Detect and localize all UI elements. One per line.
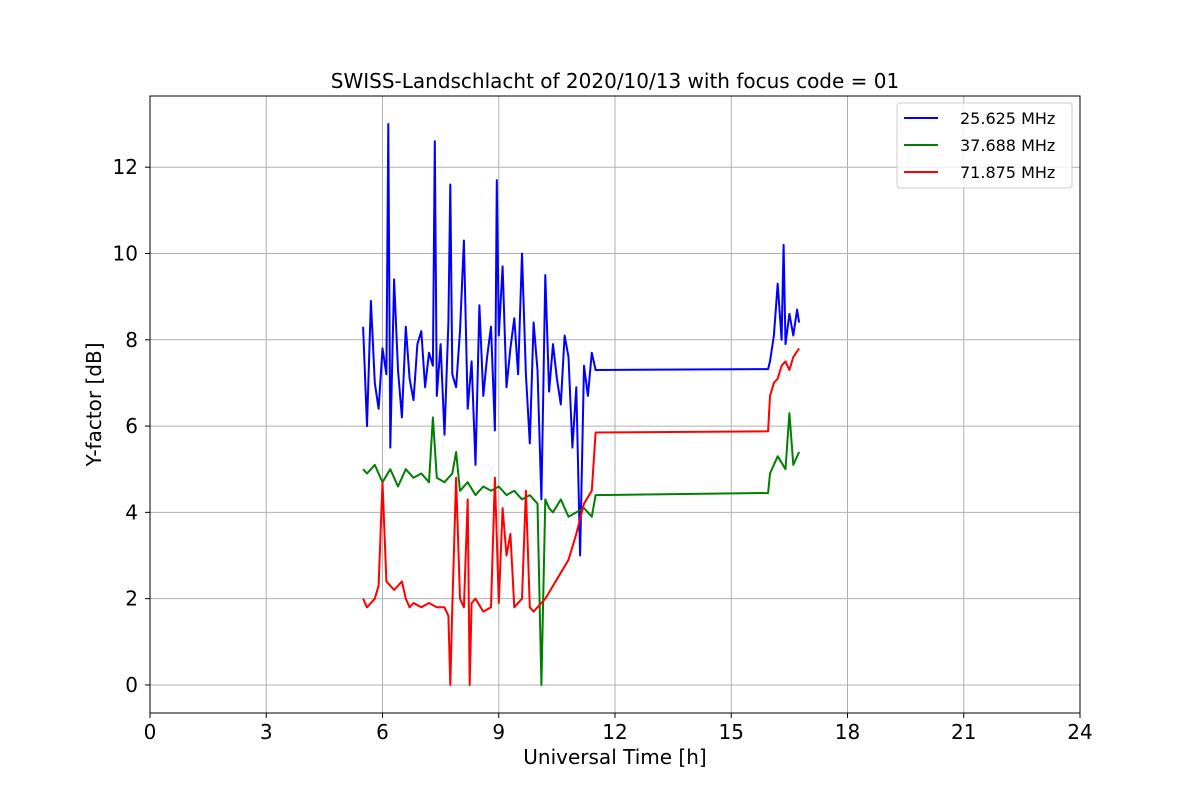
x-tick-label: 0 — [144, 720, 157, 744]
x-axis-ticks: 0 3 6 9 12 15 18 21 24 — [144, 713, 1093, 744]
legend: 25.625 MHz 37.688 MHz 71.875 MHz — [896, 102, 1073, 189]
x-tick-label: 9 — [492, 720, 505, 744]
y-tick-label: 4 — [125, 500, 138, 524]
y-tick-label: 8 — [125, 328, 138, 352]
x-tick-label: 3 — [260, 720, 273, 744]
y-tick-label: 6 — [125, 414, 138, 438]
chart-title: SWISS-Landschlacht of 2020/10/13 with fo… — [331, 69, 899, 93]
y-axis-ticks: 0 2 4 6 8 10 12 — [113, 155, 150, 697]
y-axis-label: Y-factor [dB] — [82, 342, 106, 467]
series-line-1 — [362, 412, 801, 686]
x-tick-label: 15 — [719, 720, 744, 744]
y-tick-label: 10 — [113, 241, 138, 265]
legend-label-2: 71.875 MHz — [960, 163, 1055, 182]
legend-frame — [896, 102, 1073, 189]
legend-label-1: 37.688 MHz — [960, 136, 1055, 155]
y-tick-label: 12 — [113, 155, 138, 179]
grid — [149, 96, 1081, 713]
series-line-2 — [362, 347, 800, 686]
x-tick-label: 21 — [951, 720, 976, 744]
series-line-0 — [362, 123, 801, 557]
y-tick-label: 2 — [125, 587, 138, 611]
y-tick-label: 0 — [125, 673, 138, 697]
x-tick-label: 24 — [1067, 720, 1092, 744]
x-tick-label: 6 — [376, 720, 389, 744]
x-tick-label: 12 — [602, 720, 627, 744]
legend-label-0: 25.625 MHz — [960, 109, 1055, 128]
x-axis-label: Universal Time [h] — [523, 745, 706, 769]
plot-series — [362, 123, 801, 686]
x-tick-label: 18 — [835, 720, 860, 744]
